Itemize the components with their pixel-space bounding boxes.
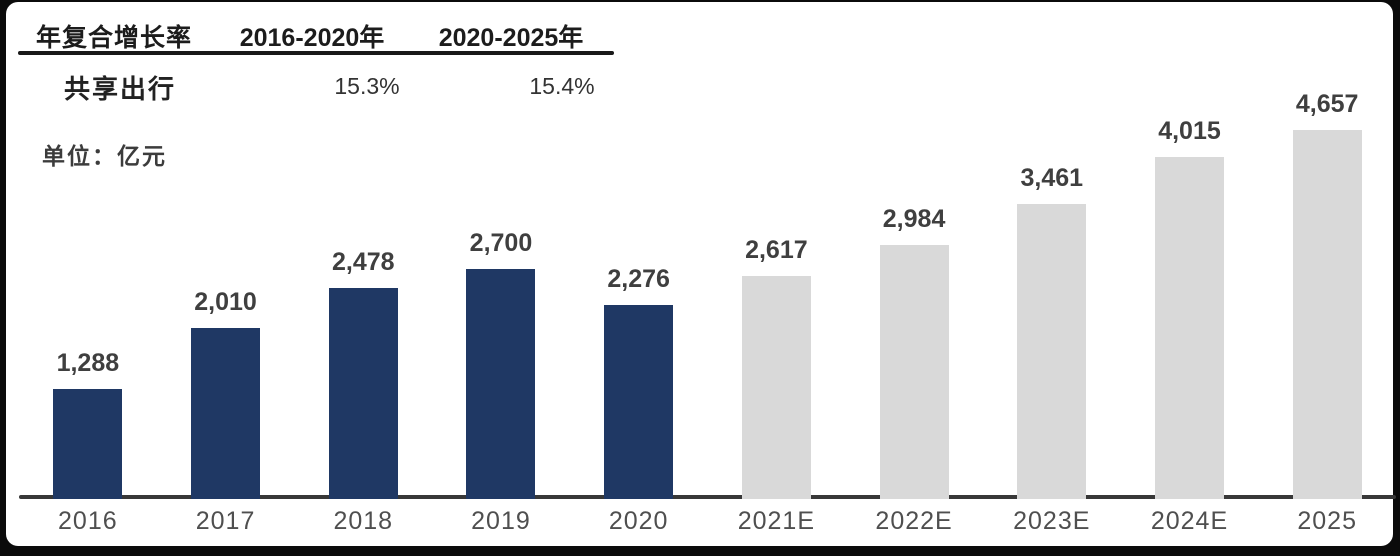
bar-2020 (604, 305, 674, 499)
bar-2016 (53, 389, 123, 499)
x-axis-label-2025: 2025 (1297, 507, 1357, 535)
x-axis-label-2022E: 2022E (875, 507, 953, 535)
bar-value-label-2016: 1,288 (56, 349, 120, 377)
cagr-column-header-2020-2025: 2020-2025年 (438, 24, 584, 52)
bar-value-label-2018: 2,478 (331, 248, 395, 276)
x-axis-label-2020: 2020 (608, 507, 669, 535)
cagr-column-header-2016-2020: 2016-2020年 (239, 24, 385, 52)
bar-2022E (879, 245, 949, 499)
x-axis-labels: 2016 2017 2018 2019 2020 2021E 2022E 2023E 2024E… (19, 507, 1396, 536)
bar-value-label-2017: 2,010 (194, 288, 257, 316)
bar-value-label-2019: 2,700 (469, 229, 533, 257)
cagr-table-rule (18, 51, 614, 55)
bar-column-2020: 2,276 (570, 90, 708, 499)
x-axis-line (19, 495, 1396, 499)
bar-value-label-2020: 2,276 (607, 265, 670, 293)
x-axis-label-2023E: 2023E (1013, 507, 1091, 535)
bar-value-label-2025: 4,657 (1295, 90, 1359, 118)
bar-column-2021E: 2,617 (708, 90, 846, 499)
bar-column-2025: 4,657 (1258, 90, 1396, 499)
x-axis-label-2018: 2018 (333, 507, 394, 535)
bar-column-2017: 2,010 (157, 90, 295, 499)
bar-value-label-2022E: 2,984 (882, 205, 946, 233)
bar-value-label-2023E: 3,461 (1020, 164, 1084, 192)
bar-column-2023E: 3,461 (983, 90, 1121, 499)
bar-2019 (466, 269, 536, 499)
x-axis-label-2016: 2016 (58, 507, 118, 535)
bar-2025 (1292, 130, 1362, 499)
x-axis-label-2024E: 2024E (1150, 507, 1229, 535)
bar-column-2016: 1,288 (19, 90, 157, 499)
unit-label: 单位：亿元 (42, 143, 167, 169)
bar-column-2022E: 2,984 (845, 90, 983, 499)
bar-column-2024E: 4,015 (1121, 90, 1259, 499)
cagr-table-title: 年复合增长率 (36, 24, 193, 52)
bar-2018 (328, 288, 398, 499)
x-axis-label-2019: 2019 (471, 507, 531, 535)
bar-column-2019: 2,700 (432, 90, 570, 499)
x-axis-label-2021E: 2021E (737, 507, 816, 535)
x-axis-label-2017: 2017 (195, 507, 256, 535)
cagr-value-2020-2025: 15.4% (529, 73, 595, 99)
bar-2017 (191, 328, 261, 499)
bar-chart: 1,288 2,010 2,478 2,700 2,276 2,617 2,984 3,461… (19, 90, 1396, 499)
chart-panel: 年复合增长率 2016-2020年 2020-2025年 共享出行 15.3% … (6, 2, 1396, 546)
bar-2021E (741, 276, 811, 499)
bar-2023E (1017, 204, 1087, 499)
bar-2024E (1154, 157, 1224, 499)
bar-column-2018: 2,478 (294, 90, 432, 499)
bar-value-label-2021E: 2,617 (745, 236, 808, 264)
cagr-value-2016-2020: 15.3% (334, 73, 400, 99)
bar-value-label-2024E: 4,015 (1158, 117, 1221, 145)
bar-columns: 1,288 2,010 2,478 2,700 2,276 2,617 2,984 3,461… (19, 90, 1396, 499)
cagr-row-label-shared-mobility: 共享出行 (64, 74, 177, 104)
